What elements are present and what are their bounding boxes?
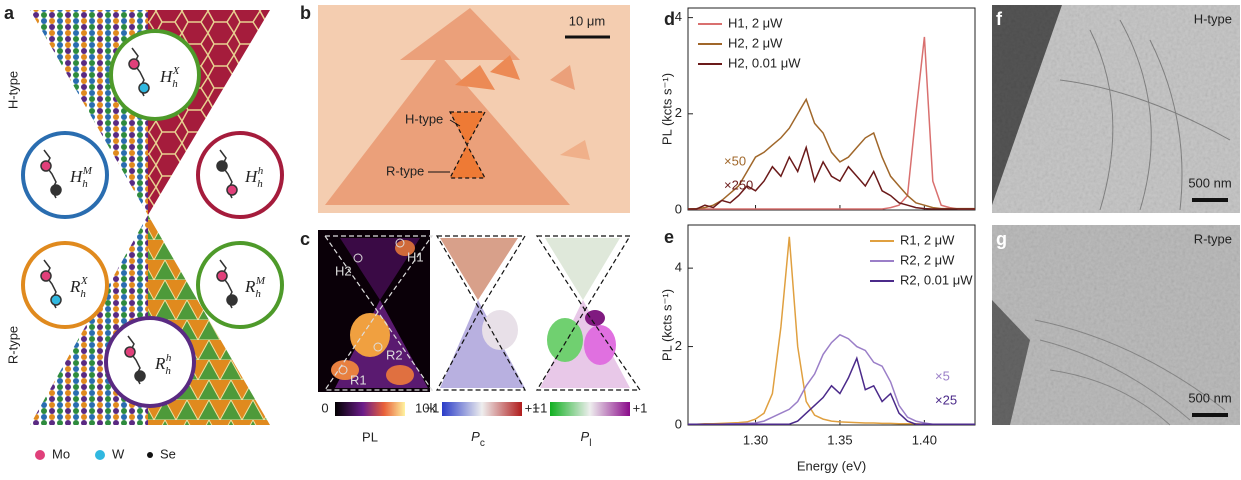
type-label: H-type (1194, 11, 1232, 26)
point-label: H1 (407, 249, 424, 264)
panel-label: c (300, 229, 310, 249)
panel-a: a H-type R-type HhX HhM Hhh RhX RhM Rhh … (4, 3, 284, 461)
x-axis-label: Energy (eV) (797, 458, 866, 473)
annotation: ×5 (935, 368, 950, 383)
side-label: R-type (5, 326, 20, 364)
series-line (688, 36, 975, 210)
legend-label: W (112, 446, 125, 461)
colorbar-title: Pl (581, 429, 592, 448)
y-tick-label: 0 (675, 416, 682, 431)
colorbar-title: Pc (471, 429, 485, 448)
point-label: H2 (335, 263, 352, 278)
series-line (688, 333, 975, 425)
panel-g: g R-type 500 nm (992, 225, 1240, 426)
stacking-circles (21, 29, 284, 408)
stacking-label: HhM (69, 165, 93, 190)
point-label: R1 (350, 372, 367, 387)
panel-label: e (664, 227, 674, 247)
panel-label: f (996, 9, 1003, 29)
y-tick-label: 2 (675, 338, 682, 353)
type-label: R-type (1194, 231, 1232, 246)
legend-label: Se (160, 446, 176, 461)
region-label: R-type (386, 163, 424, 178)
panel-label: g (996, 229, 1007, 249)
x-tick-label: 1.40 (912, 432, 937, 447)
legend-label: Mo (52, 446, 70, 461)
legend-label: H1, 2 μW (728, 15, 783, 30)
region-label: H-type (405, 111, 443, 126)
panel-label: a (4, 3, 15, 23)
colorbar-label: +1 (525, 400, 540, 415)
atom-chains (40, 47, 238, 385)
panel-label: d (664, 9, 675, 29)
y-axis-label: PL (kcts s⁻¹) (659, 289, 674, 361)
series-line (687, 97, 975, 210)
plot-frame (687, 7, 976, 211)
colorbar-label: 0 (321, 400, 328, 415)
stacking-label: Hhh (244, 165, 264, 190)
annotation: ×50 (724, 153, 746, 168)
scale-bar-label: 10 μm (569, 13, 605, 28)
x-tick-label: 1.35 (827, 432, 852, 447)
x-tick-label: 1.30 (743, 432, 768, 447)
y-tick-label: 4 (675, 9, 682, 24)
series-line (688, 356, 975, 425)
legend-label: R2, 0.01 μW (900, 272, 973, 287)
series-line (688, 144, 975, 210)
plot-frame (687, 224, 976, 426)
stacking-label: RhM (244, 275, 266, 300)
panel-b: b 10 μm H-type R-type (300, 3, 630, 213)
y-tick-label: 2 (675, 105, 682, 120)
stacking-label: RhX (69, 275, 89, 300)
y-tick-label: 4 (675, 260, 682, 275)
panel-label: b (300, 3, 311, 23)
colorbar-label: −1 (533, 400, 548, 415)
scale-bar-label: 500 nm (1188, 390, 1231, 405)
stacking-label: HhX (159, 65, 181, 90)
annotation: ×250 (724, 177, 753, 192)
stacking-label: Rhh (154, 352, 172, 377)
point-label: R2 (386, 347, 403, 362)
y-tick-label: 0 (675, 201, 682, 216)
y-axis-label: PL (kcts s⁻¹) (659, 73, 674, 145)
panel-c: c H2 H1 R2 R1 0 10k PL −1 +1 Pc −1 +1 Pl (300, 229, 647, 449)
colorbar-title: PL (362, 429, 378, 444)
legend-label: R2, 2 μW (900, 252, 955, 267)
colorbar-label: 10k (415, 400, 436, 415)
legend-label: R1, 2 μW (900, 232, 955, 247)
scale-bar-label: 500 nm (1188, 175, 1231, 190)
panel-f: f H-type 500 nm (992, 5, 1240, 213)
colorbar-label: −1 (425, 400, 440, 415)
colorbar-label: +1 (633, 400, 648, 415)
legend-label: H2, 0.01 μW (728, 55, 801, 70)
annotation: ×25 (935, 392, 957, 407)
legend-label: H2, 2 μW (728, 35, 783, 50)
side-label: H-type (5, 71, 20, 109)
